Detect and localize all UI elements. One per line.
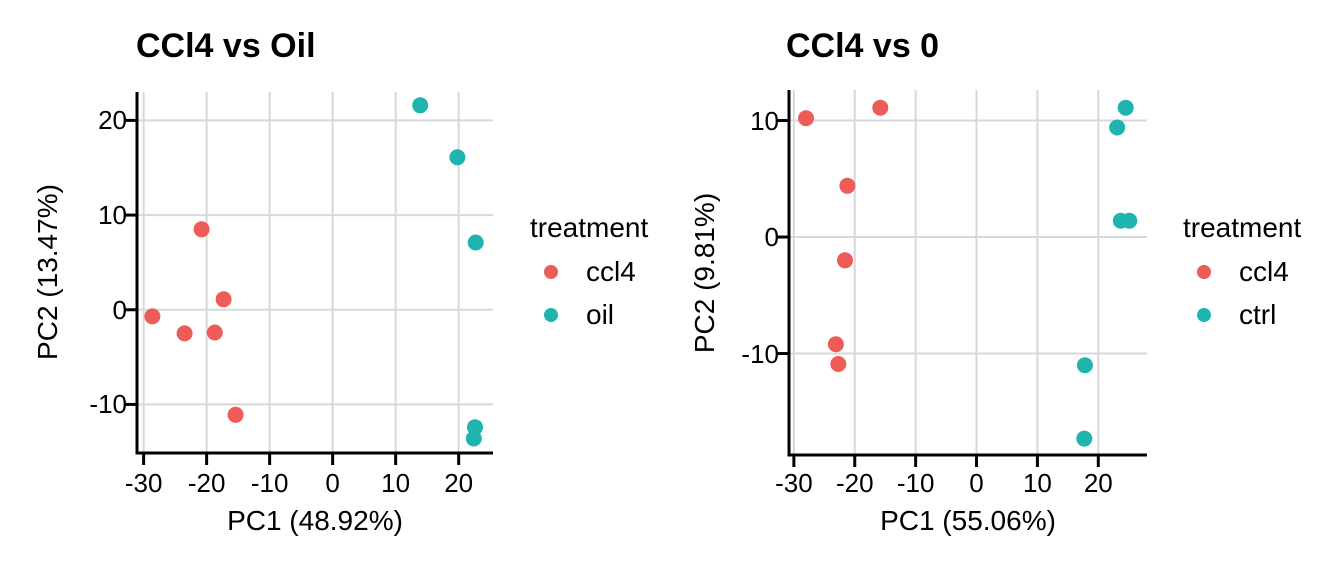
x-tick-label: 10 [381, 468, 411, 498]
plot-area-svg [125, 92, 493, 465]
data-point-ccl4 [193, 221, 210, 238]
plot-area-svg [777, 90, 1147, 467]
legend: treatment ccl4 ctrl [1183, 212, 1301, 344]
x-tick-label: 20 [1083, 468, 1113, 498]
legend-dot-icon [1197, 308, 1211, 322]
legend-dot-icon [1197, 265, 1211, 279]
legend-item-ctrl: ctrl [1183, 301, 1301, 329]
x-tick-label: 0 [325, 468, 340, 498]
x-tick-label: -30 [124, 468, 163, 498]
data-point-oil [465, 430, 482, 447]
data-point-ctrl [1117, 99, 1134, 116]
data-point-ctrl [1121, 212, 1138, 229]
data-point-oil [467, 234, 484, 251]
y-axis-title: PC2 (9.81%) [689, 192, 720, 354]
x-tick-label: -20 [835, 468, 874, 498]
legend-item-ccl4: ccl4 [1183, 258, 1301, 286]
data-point-ccl4 [176, 325, 193, 342]
data-point-ccl4 [215, 291, 232, 308]
y-tick-label: 20 [98, 105, 127, 136]
legend-item-ccl4: ccl4 [530, 258, 648, 286]
legend-label: ccl4 [1239, 256, 1289, 287]
legend-label: ctrl [1239, 299, 1277, 330]
data-point-ccl4 [206, 324, 223, 341]
data-point-ccl4 [839, 177, 856, 194]
data-point-ctrl [1076, 430, 1093, 447]
x-tick-label: -20 [187, 468, 226, 498]
y-tick-label: -10 [89, 389, 127, 420]
data-point-ccl4 [837, 252, 853, 269]
data-point-ccl4 [144, 308, 161, 325]
y-tick-label: 10 [750, 105, 779, 136]
data-point-oil [412, 97, 429, 114]
x-tick-label: -30 [775, 468, 813, 498]
x-tick-label: 0 [969, 468, 984, 498]
data-point-oil [449, 149, 466, 166]
legend-dot-icon [544, 265, 558, 279]
plot-title: CCl4 vs 0 [786, 27, 940, 65]
data-point-ctrl [1109, 119, 1126, 136]
data-point-ccl4 [227, 406, 244, 423]
y-tick-label: -10 [741, 338, 779, 369]
legend-label: ccl4 [586, 256, 636, 287]
legend-title: treatment [530, 212, 649, 243]
legend-item-oil: oil [530, 301, 648, 329]
x-axis-title: PC1 (55.06%) [880, 505, 1056, 536]
pca-plot-ccl4-vs-0: CCl4 vs 0 PC1 (55.06%) PC2 (9.81%) treat… [672, 0, 1344, 576]
x-tick-label: 10 [1022, 468, 1052, 498]
y-tick-label: 0 [764, 222, 779, 253]
plot-title: CCl4 vs Oil [136, 27, 316, 65]
y-tick-label: 0 [112, 294, 127, 325]
pca-plot-ccl4-vs-oil: CCl4 vs Oil PC1 (48.92%) PC2 (13.47%) tr… [32, 27, 648, 536]
x-axis-title: PC1 (48.92%) [227, 505, 403, 536]
data-point-ccl4 [872, 99, 889, 116]
data-point-ccl4 [827, 336, 844, 353]
data-point-ccl4 [798, 110, 814, 127]
x-tick-label: 20 [444, 468, 474, 498]
legend: treatment ccl4 oil [530, 212, 648, 344]
y-tick-label: 10 [98, 200, 127, 231]
x-tick-label: -10 [896, 468, 935, 498]
x-tick-label: -10 [250, 468, 289, 498]
legend-dot-icon [544, 308, 558, 322]
data-point-ccl4 [830, 356, 847, 372]
legend-title: treatment [1183, 212, 1302, 243]
data-point-ctrl [1076, 357, 1093, 374]
legend-label: oil [586, 299, 615, 330]
